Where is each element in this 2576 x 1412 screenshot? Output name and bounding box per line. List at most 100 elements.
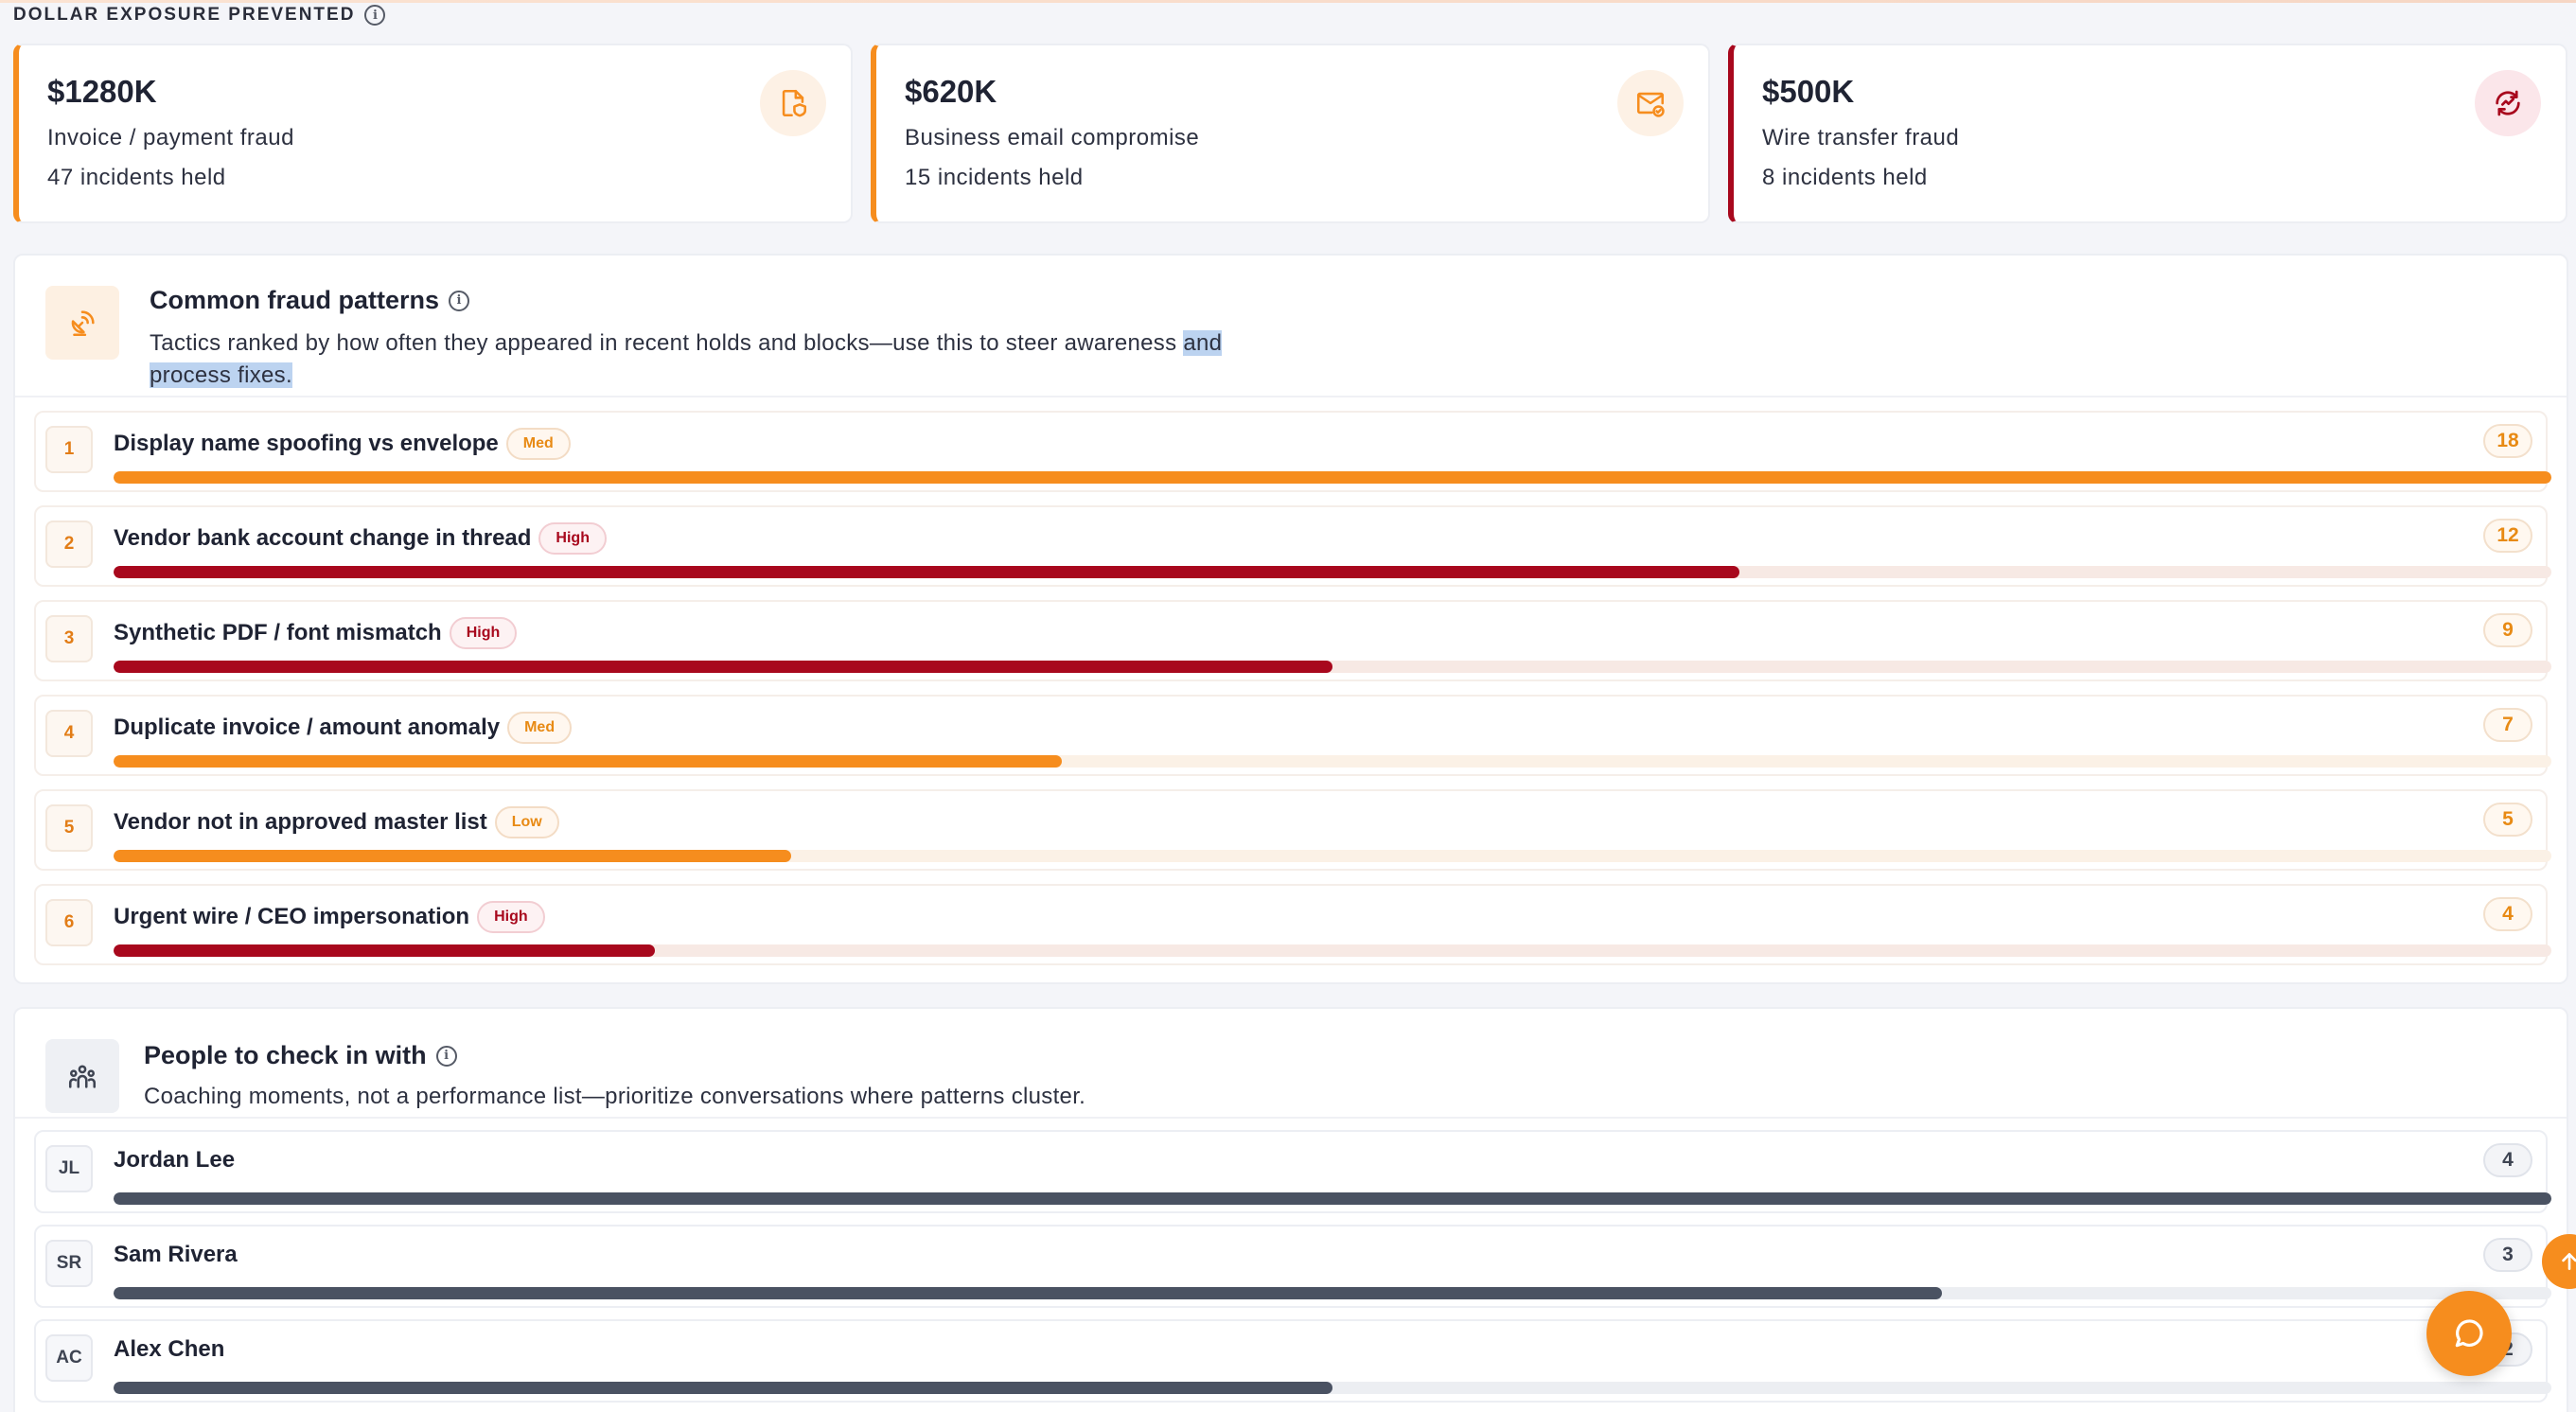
severity-badge: Med <box>507 712 573 744</box>
rank-badge: 6 <box>45 899 93 946</box>
rank-badge: 4 <box>45 710 93 757</box>
exposure-cards: $1280K Invoice / payment fraud 47 incide… <box>13 44 2568 223</box>
pattern-row[interactable]: 2 Vendor bank account change in thread Hig… <box>34 505 2551 587</box>
pattern-name: Urgent wire / CEO impersonation <box>114 904 470 929</box>
team-icon <box>45 1039 119 1113</box>
rank-badge: 3 <box>45 615 93 662</box>
frequency-track <box>114 566 2551 578</box>
satellite-dish-icon <box>45 286 119 360</box>
rank-badge: 2 <box>45 521 93 568</box>
count-badge: 5 <box>2483 803 2532 837</box>
arrow-up-icon <box>2562 1253 2576 1270</box>
info-icon[interactable]: i <box>449 290 470 311</box>
avatar: SR <box>45 1240 93 1287</box>
pattern-label: Vendor not in approved master list Low <box>114 806 559 838</box>
frequency-bar <box>114 850 792 862</box>
activity-bar <box>114 1192 2551 1205</box>
pattern-row[interactable]: 4 Duplicate invoice / amount anomaly Med 7 <box>34 695 2551 776</box>
pattern-row[interactable]: 6 Urgent wire / CEO impersonation High 4 <box>34 884 2551 965</box>
card-description: Business email compromise <box>905 125 1200 150</box>
card-amount: $620K <box>905 74 997 109</box>
pattern-row[interactable]: 3 Synthetic PDF / font mismatch High 9 <box>34 600 2551 681</box>
severity-badge: High <box>538 522 607 555</box>
section-label: DOLLAR EXPOSURE PREVENTED i <box>13 4 386 26</box>
count-badge: 4 <box>2483 1143 2532 1177</box>
card-incidents: 15 incidents held <box>905 165 1084 190</box>
frequency-track <box>114 755 2551 768</box>
people-panel: People to check in with i Coaching momen… <box>13 1007 2568 1412</box>
card-amount: $500K <box>1762 74 1855 109</box>
frequency-track <box>114 661 2551 673</box>
wire-transfer-icon <box>2475 70 2541 136</box>
panel-title-text: Common fraud patterns <box>150 286 440 314</box>
count-badge: 12 <box>2483 519 2532 553</box>
severity-badge: High <box>449 617 518 649</box>
rank-badge: 5 <box>45 804 93 852</box>
pattern-name: Display name spoofing vs envelope <box>114 431 499 456</box>
pattern-label: Synthetic PDF / font mismatch High <box>114 617 518 649</box>
activity-track <box>114 1192 2551 1205</box>
rank-badge: 1 <box>45 426 93 473</box>
info-icon[interactable]: i <box>435 1045 457 1067</box>
frequency-bar <box>114 471 2551 484</box>
person-row[interactable]: JL Jordan Lee 4 <box>34 1130 2551 1213</box>
frequency-bar <box>114 755 1063 768</box>
frequency-bar <box>114 566 1740 578</box>
top-accent-line <box>0 0 2576 3</box>
fraud-patterns-panel: Common fraud patterns i Tactics ranked b… <box>13 254 2568 984</box>
pattern-name: Duplicate invoice / amount anomaly <box>114 715 501 740</box>
card-incidents: 47 incidents held <box>47 165 226 190</box>
activity-bar <box>114 1382 1332 1394</box>
pattern-row[interactable]: 1 Display name spoofing vs envelope Med 18 <box>34 411 2551 492</box>
invoice-shield-icon <box>760 70 826 136</box>
frequency-bar <box>114 944 655 957</box>
exposure-card-wire: $500K Wire transfer fraud 8 incidents he… <box>1728 44 2567 223</box>
panel-header: Common fraud patterns i Tactics ranked b… <box>15 256 2567 397</box>
activity-track <box>114 1287 2551 1299</box>
panel-subtitle: Coaching moments, not a performance list… <box>144 1084 1086 1109</box>
activity-track <box>114 1382 2551 1394</box>
panel-title-text: People to check in with <box>144 1041 427 1069</box>
pattern-label: Urgent wire / CEO impersonation High <box>114 901 545 933</box>
chat-button[interactable] <box>2426 1291 2512 1376</box>
count-badge: 18 <box>2483 424 2532 458</box>
activity-bar <box>114 1287 1942 1299</box>
card-incidents: 8 incidents held <box>1762 165 1928 190</box>
pattern-name: Vendor not in approved master list <box>114 809 487 835</box>
card-amount: $1280K <box>47 74 157 109</box>
pattern-label: Vendor bank account change in thread High <box>114 522 607 555</box>
panel-subtitle-text: Tactics ranked by how often they appeare… <box>150 330 1184 356</box>
pattern-name: Vendor bank account change in thread <box>114 525 532 551</box>
card-description: Wire transfer fraud <box>1762 125 1960 150</box>
panel-header: People to check in with i Coaching momen… <box>15 1009 2567 1119</box>
severity-badge: Low <box>494 806 559 838</box>
exposure-card-invoice: $1280K Invoice / payment fraud 47 incide… <box>13 44 853 223</box>
exposure-card-bec: $620K Business email compromise 15 incid… <box>871 44 1710 223</box>
person-name: Sam Rivera <box>114 1242 238 1267</box>
count-badge: 7 <box>2483 708 2532 742</box>
avatar: AC <box>45 1334 93 1382</box>
pattern-label: Duplicate invoice / amount anomaly Med <box>114 712 573 744</box>
info-icon[interactable]: i <box>364 5 386 26</box>
section-label-text: DOLLAR EXPOSURE PREVENTED <box>13 5 356 25</box>
panel-subtitle: Tactics ranked by how often they appeare… <box>150 327 1247 392</box>
panel-title: Common fraud patterns i <box>150 286 470 315</box>
severity-badge: Med <box>505 428 571 460</box>
mail-check-icon <box>1617 70 1684 136</box>
pattern-row[interactable]: 5 Vendor not in approved master list Low 5 <box>34 789 2551 871</box>
person-name: Alex Chen <box>114 1336 225 1362</box>
card-description: Invoice / payment fraud <box>47 125 294 150</box>
person-row[interactable]: SR Sam Rivera 3 <box>34 1225 2551 1308</box>
pattern-label: Display name spoofing vs envelope Med <box>114 428 571 460</box>
panel-title: People to check in with i <box>144 1041 457 1070</box>
count-badge: 9 <box>2483 613 2532 647</box>
pattern-name: Synthetic PDF / font mismatch <box>114 620 442 645</box>
chat-bubble-icon <box>2455 1319 2483 1348</box>
count-badge: 4 <box>2483 897 2532 931</box>
count-badge: 3 <box>2483 1238 2532 1272</box>
frequency-track <box>114 471 2551 484</box>
avatar: JL <box>45 1145 93 1192</box>
frequency-track <box>114 850 2551 862</box>
frequency-track <box>114 944 2551 957</box>
